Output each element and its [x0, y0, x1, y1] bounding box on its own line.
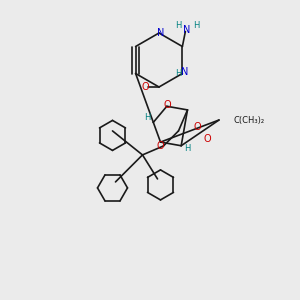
Text: H: H: [184, 144, 190, 153]
Text: O: O: [142, 82, 149, 92]
Text: N: N: [157, 28, 164, 38]
Text: O: O: [194, 122, 201, 131]
Text: N: N: [183, 25, 190, 35]
Text: O: O: [157, 141, 164, 151]
Text: C(CH₃)₂: C(CH₃)₂: [234, 116, 265, 124]
Text: O: O: [204, 134, 212, 144]
Text: N: N: [181, 67, 188, 77]
Text: H: H: [194, 21, 200, 30]
Text: H: H: [175, 69, 181, 78]
Text: H: H: [175, 21, 181, 30]
Text: H: H: [144, 113, 151, 122]
Text: O: O: [163, 100, 171, 110]
